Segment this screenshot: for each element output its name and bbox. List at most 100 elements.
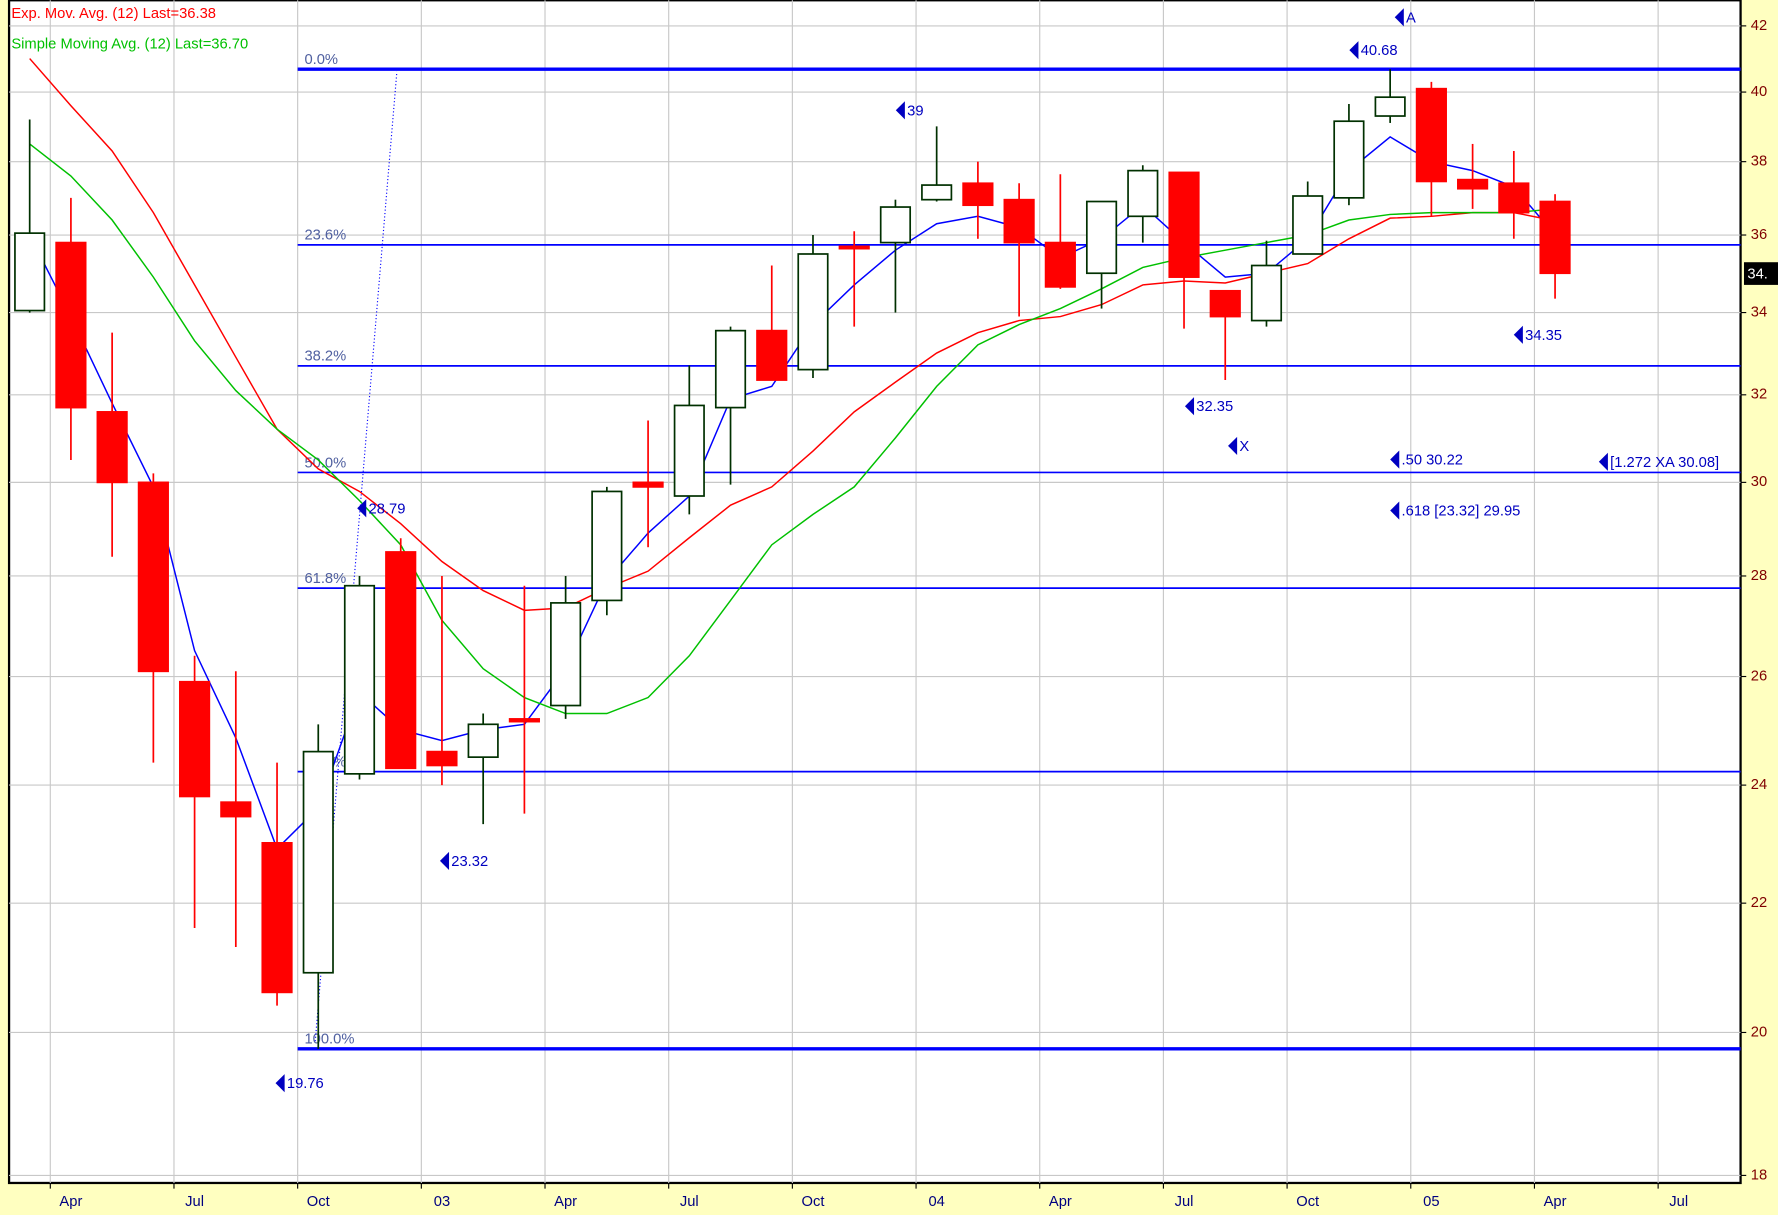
annotation: 19.76 (287, 1076, 324, 1092)
annotation-marker (1184, 397, 1195, 416)
annotation: 34.35 (1525, 328, 1562, 344)
candle-body (1127, 169, 1159, 218)
y-tick-label: 18 (1751, 1167, 1767, 1183)
x-tick-label: Jul (680, 1194, 699, 1210)
candle-body (756, 329, 788, 381)
y-tick-label: 30 (1751, 474, 1767, 490)
candle-body (714, 329, 747, 409)
candle-body (1044, 241, 1076, 288)
candle-body (673, 404, 705, 497)
annotation: A (1406, 10, 1416, 26)
y-tick-label: 20 (1751, 1024, 1767, 1040)
candle-body (261, 842, 293, 994)
annotation: 39 (907, 103, 923, 119)
fib-label: 61.8% (304, 571, 346, 587)
fib-label: 0.0% (304, 52, 338, 68)
x-tick-label: Jul (185, 1194, 204, 1210)
annotation-marker (1349, 41, 1359, 60)
last-price-box (1743, 262, 1778, 285)
x-tick-label: 03 (434, 1194, 450, 1210)
fibonacci: 0.0%23.6%38.2%50.0%61.8%78.6%100.0% (297, 52, 1741, 1051)
candle-body (1457, 178, 1489, 190)
last-price-label: 34. (1747, 267, 1767, 283)
y-tick-label: 24 (1751, 777, 1767, 793)
candle-body (632, 481, 664, 488)
fib-label: 23.6% (304, 228, 346, 244)
fib-label: 38.2% (304, 349, 346, 365)
trend-line (314, 71, 398, 1042)
candle-body (591, 490, 623, 602)
candle-body (14, 232, 46, 312)
x-tick-label: Apr (1049, 1194, 1072, 1210)
candle-body (1292, 195, 1324, 255)
y-tick-label: 38 (1751, 154, 1767, 170)
candle-body (343, 584, 376, 775)
candle-body (302, 750, 334, 974)
annotation: 40.68 (1361, 43, 1398, 59)
annotation-marker (1513, 325, 1523, 344)
line-series (29, 58, 1556, 612)
x-tick-label: Jul (1669, 1194, 1688, 1210)
candle-body (921, 184, 953, 201)
x-tick-label: Jul (1175, 1194, 1194, 1210)
candle-body (1250, 264, 1283, 322)
x-tick-label: Apr (1544, 1194, 1567, 1210)
y-tick-label: 34 (1751, 304, 1767, 320)
grid (9, 0, 1741, 1183)
candle-body (220, 801, 252, 818)
candle-body (838, 245, 870, 250)
annotation-marker (1390, 501, 1400, 520)
x-tick-label: Oct (1296, 1194, 1319, 1210)
candle-body (1374, 96, 1406, 117)
annotation: X (1239, 439, 1249, 455)
candle-body (1539, 200, 1571, 275)
annotation: [1.272 XA 30.08] (1610, 455, 1719, 471)
annotation-marker (439, 851, 450, 871)
y-tick-label: 26 (1751, 668, 1767, 684)
annotation-marker (1598, 452, 1608, 471)
candle-body (550, 602, 582, 707)
x-tick-label: Apr (554, 1194, 577, 1210)
y-tick-label: 32 (1751, 387, 1767, 403)
candle-body (1209, 289, 1241, 318)
candle-body (797, 253, 829, 371)
candle-body (1003, 198, 1035, 244)
candle-body (879, 206, 912, 244)
legend-entry: Exp. Mov. Avg. (12) Last=36.38 (11, 6, 216, 22)
candle-body (426, 750, 458, 767)
fib-label: 50.0% (304, 455, 346, 471)
x-tick-label: Oct (307, 1194, 330, 1210)
candle-body (96, 411, 128, 484)
candle-body (55, 241, 87, 409)
candle-body (1085, 200, 1118, 275)
annotation: 32.35 (1196, 399, 1233, 415)
y-tick-label: 36 (1751, 227, 1767, 243)
candle-body (1415, 87, 1447, 183)
candle-body (178, 680, 211, 798)
annotation-marker (275, 1074, 285, 1093)
legend: Exp. Mov. Avg. (12) Last=36.38 Simple Mov… (11, 6, 248, 53)
annotations: A 40.68 39 34.35 32.35 X 28.79 23.32 19.76 .50 30… (275, 8, 1719, 1093)
y-tick-label: 42 (1751, 18, 1767, 34)
annotation: .618 [23.32] 29.95 (1402, 504, 1521, 520)
candles (14, 69, 1571, 1049)
y-tick-label: 22 (1751, 895, 1767, 911)
axes: 18 20 22 24 26 28 30 32 34 36 38 40 42 Apr Jul Oct 03 Apr… (49, 18, 1778, 1210)
candle-body (467, 723, 499, 758)
annotation-marker (1394, 8, 1404, 27)
annotation-marker (1390, 450, 1400, 469)
annotation: 28.79 (369, 501, 406, 517)
x-tick-label: Oct (802, 1194, 825, 1210)
annotation: 23.32 (451, 854, 488, 870)
annotation-marker (357, 499, 367, 518)
candle-body (1333, 120, 1365, 199)
annotation-marker (1228, 436, 1238, 455)
plot-area (7, 0, 1742, 1185)
x-tick-label: Apr (59, 1194, 82, 1210)
x-tick-label: 04 (928, 1194, 944, 1210)
candle-body (385, 551, 417, 770)
candle-body (962, 182, 994, 207)
legend-entry: Simple Moving Avg. (12) Last=36.70 (11, 36, 248, 52)
